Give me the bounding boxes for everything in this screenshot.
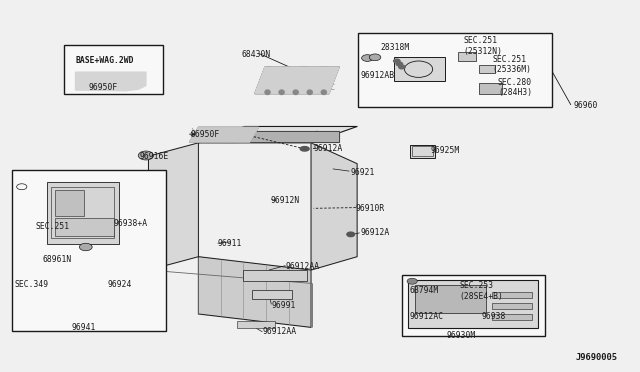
Polygon shape <box>198 257 311 327</box>
Bar <box>55 190 84 216</box>
Text: 96938+A: 96938+A <box>114 219 148 228</box>
Bar <box>47 182 119 244</box>
Circle shape <box>399 65 405 69</box>
Bar <box>479 83 502 94</box>
Circle shape <box>347 232 355 237</box>
Ellipse shape <box>307 90 312 94</box>
Text: SEC.253
(28SE4+B): SEC.253 (28SE4+B) <box>460 281 504 301</box>
Text: 96991: 96991 <box>271 301 296 310</box>
Text: J9690005: J9690005 <box>576 353 618 362</box>
Ellipse shape <box>279 90 284 94</box>
Bar <box>412 146 433 156</box>
Polygon shape <box>198 126 357 143</box>
Circle shape <box>407 278 417 284</box>
Text: BASE+WAG.2WD: BASE+WAG.2WD <box>76 56 134 65</box>
Text: 96912AA: 96912AA <box>285 262 319 271</box>
Text: 96960: 96960 <box>573 101 598 110</box>
Bar <box>358 33 552 107</box>
Text: SEC.251: SEC.251 <box>36 222 70 231</box>
Text: 96950F: 96950F <box>190 130 220 139</box>
Bar <box>51 187 114 238</box>
Polygon shape <box>148 143 198 270</box>
Text: SEC.251
(25336M): SEC.251 (25336M) <box>493 55 532 74</box>
Circle shape <box>79 243 92 251</box>
Text: 96912AA: 96912AA <box>262 327 296 336</box>
Text: 96925M: 96925M <box>430 146 460 155</box>
Bar <box>252 290 292 299</box>
Text: 96911: 96911 <box>218 239 242 248</box>
Text: SEC.280
(284H3): SEC.280 (284H3) <box>498 78 532 97</box>
Circle shape <box>138 151 154 160</box>
Text: 96921: 96921 <box>351 168 375 177</box>
Text: 68961N: 68961N <box>42 255 72 264</box>
Polygon shape <box>255 67 339 94</box>
Circle shape <box>362 55 373 61</box>
Bar <box>492 303 532 309</box>
Polygon shape <box>26 178 141 328</box>
Bar <box>408 280 538 328</box>
Text: SEC.251
(25312N): SEC.251 (25312N) <box>463 36 502 56</box>
Text: 96924: 96924 <box>108 280 132 289</box>
Polygon shape <box>311 143 357 270</box>
Ellipse shape <box>293 90 298 94</box>
Bar <box>55 218 114 236</box>
Bar <box>237 321 275 328</box>
Text: SEC.349: SEC.349 <box>14 280 48 289</box>
Bar <box>394 57 445 81</box>
Text: 96912A: 96912A <box>360 228 390 237</box>
Text: 96912A: 96912A <box>314 144 343 153</box>
Bar <box>492 292 532 298</box>
Text: 96916E: 96916E <box>140 152 169 161</box>
Text: 96930M: 96930M <box>447 331 476 340</box>
Bar <box>64 45 163 94</box>
Text: 96912AC: 96912AC <box>410 312 444 321</box>
Bar <box>410 145 435 158</box>
Bar <box>479 65 495 73</box>
Circle shape <box>394 59 400 63</box>
Ellipse shape <box>265 90 270 94</box>
Text: 96941: 96941 <box>72 323 96 332</box>
Text: 96938: 96938 <box>481 312 506 321</box>
Polygon shape <box>189 127 259 142</box>
Polygon shape <box>237 131 339 142</box>
Text: 96912N: 96912N <box>270 196 300 205</box>
Text: 6B794M: 6B794M <box>410 286 439 295</box>
Bar <box>402 275 545 336</box>
Text: 96910R: 96910R <box>356 204 385 213</box>
Ellipse shape <box>300 147 309 151</box>
Text: 96912AB: 96912AB <box>361 71 395 80</box>
Bar <box>12 170 166 331</box>
Bar <box>492 314 532 320</box>
Bar <box>415 285 486 313</box>
Circle shape <box>396 62 403 66</box>
Polygon shape <box>76 72 146 91</box>
Bar <box>243 270 307 281</box>
Text: 96950F: 96950F <box>88 83 118 92</box>
Ellipse shape <box>321 90 326 94</box>
Text: 68430N: 68430N <box>242 50 271 59</box>
Bar <box>458 52 476 61</box>
Text: 28318M: 28318M <box>380 43 410 52</box>
Circle shape <box>369 54 381 61</box>
